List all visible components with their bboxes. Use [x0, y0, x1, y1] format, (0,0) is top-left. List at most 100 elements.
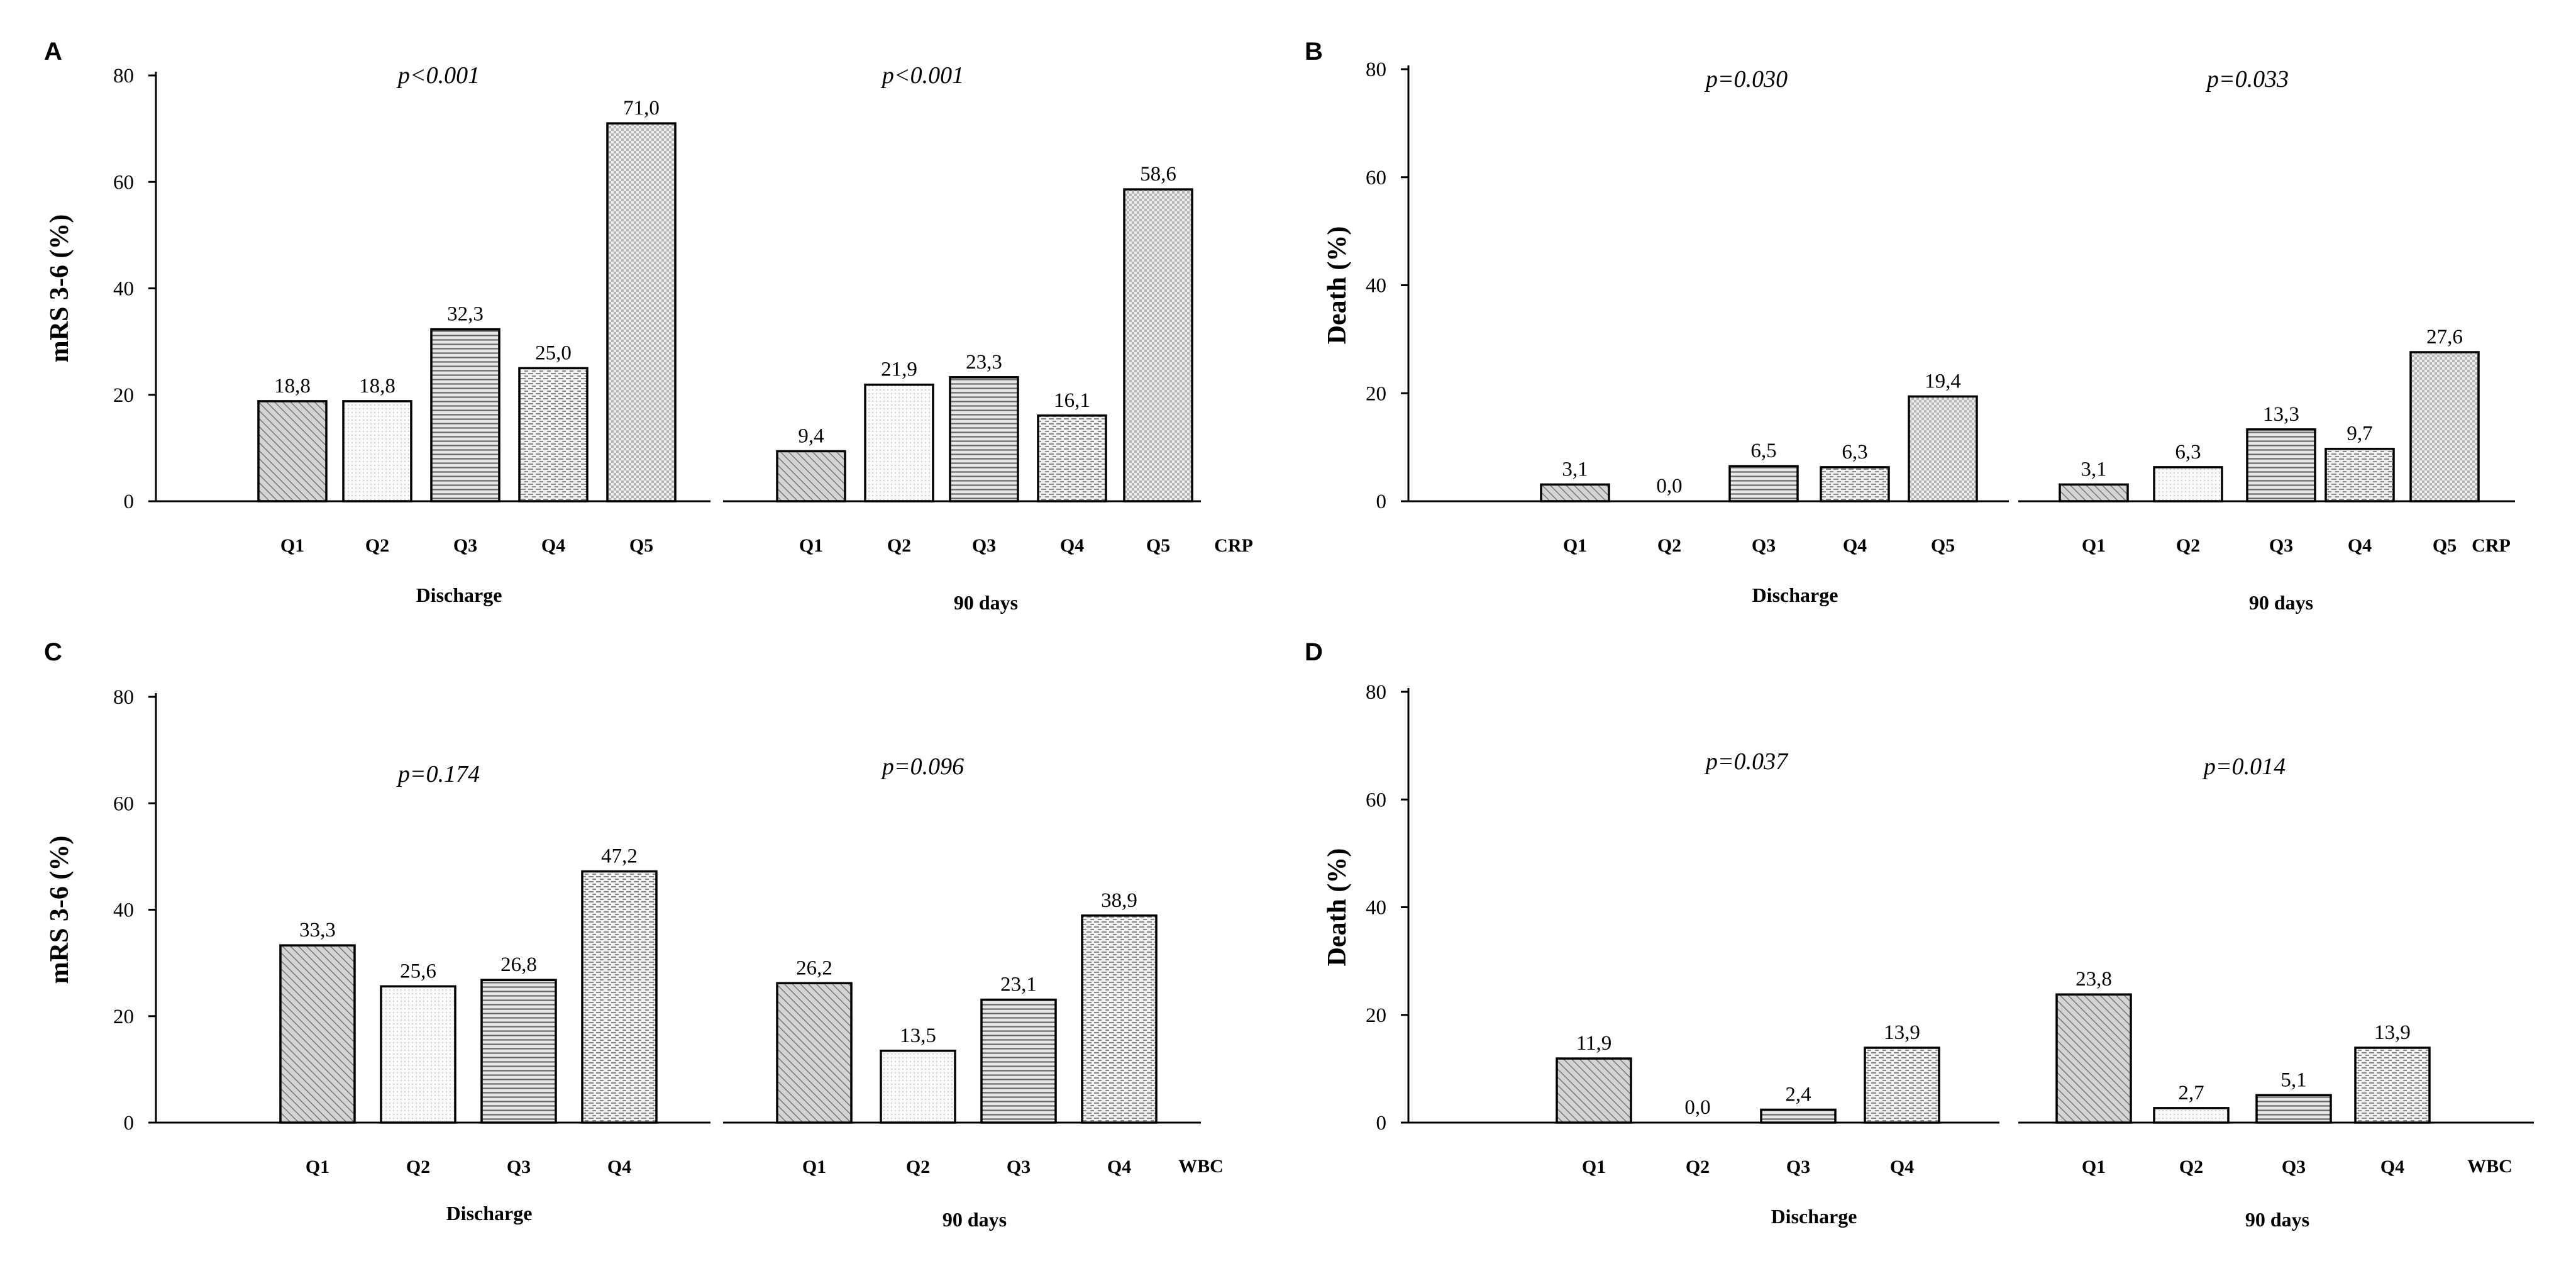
panel-b-group-discharge-bar-q5	[1908, 395, 1978, 503]
panel-b-group-90-days-value-label: 6,3	[2175, 441, 2201, 464]
panel-d-group-discharge-bar-q1	[1556, 1057, 1632, 1124]
panel-a-group-90-days-category-label: Q1	[799, 535, 823, 556]
panel-d-letter: D	[1305, 638, 1323, 666]
panel-b-group-discharge-label: Discharge	[1752, 584, 1838, 606]
panel-a-group-discharge-p-value: p<0.001	[396, 62, 480, 89]
panel-b-group-90-days-category-label: Q2	[2176, 535, 2200, 556]
panel-b-group-90-days-category-label: Q4	[2348, 535, 2372, 556]
panel-b-group-discharge-bar-q3	[1728, 465, 1799, 503]
panel-a-group-discharge-category-label: Q4	[541, 535, 565, 556]
panel-c-group-discharge-bar-q3	[480, 979, 557, 1124]
panel-a-group-90-days-bar-q3	[949, 376, 1019, 503]
panel-c-group-discharge-bar-q4	[581, 870, 658, 1124]
panel-d-group-discharge-value-label: 11,9	[1576, 1032, 1612, 1055]
panel-c-group-discharge-category-label: Q2	[406, 1157, 430, 1177]
panel-d-group-discharge-category-label: Q3	[1786, 1157, 1810, 1177]
panel-a-group-90-days-value-label: 21,9	[881, 358, 917, 381]
panel-d-y-tick-label: 40	[1366, 897, 1386, 919]
panel-a-group-discharge-category-label: Q1	[280, 535, 304, 556]
panel-d-y-tick-label: 20	[1366, 1004, 1386, 1027]
panel-c-y-tick-label: 0	[124, 1112, 135, 1135]
panel-b-group-discharge-value-label: 3,1	[1562, 458, 1588, 480]
panel-a-group-discharge-bar-q1	[257, 400, 328, 503]
panel-d-group-90-days-p-value: p=0.014	[2202, 753, 2286, 780]
panel-c-y-tick-label: 80	[113, 686, 134, 709]
panel-c-group-90-days-p-value: p=0.096	[880, 753, 964, 780]
panel-a-y-tick-label: 20	[113, 384, 134, 407]
panel-d-group-discharge-value-label: 0,0	[1684, 1096, 1710, 1119]
panel-c-group-90-days-bar-q2	[880, 1050, 956, 1124]
panel-d-group-90-days-category-label: Q2	[2179, 1157, 2203, 1177]
panel-b-group-90-days-value-label: 3,1	[2081, 458, 2106, 480]
panel-c-group-90-days-bar-q4	[1081, 914, 1158, 1124]
panel-d-variable-label: WBC	[2467, 1156, 2512, 1177]
panel-a-y-tick-label: 60	[113, 171, 134, 194]
panel-b-group-discharge-category-label: Q3	[1752, 535, 1776, 556]
panel-c-group-90-days-bar-q1	[776, 982, 853, 1124]
panel-c-group-90-days-category-label: Q4	[1107, 1157, 1131, 1177]
panel-b-group-90-days-category-label: Q5	[2433, 535, 2457, 556]
panel-c-variable-label: WBC	[1178, 1156, 1224, 1177]
panel-a-group-90-days-bar-q4	[1037, 414, 1107, 503]
panel-d-group-90-days-category-label: Q1	[2082, 1157, 2106, 1177]
panel-b-group-discharge-category-label: Q1	[1563, 535, 1587, 556]
panel-d-group-90-days-value-label: 23,8	[2076, 968, 2112, 991]
panel-b-y-tick-label: 60	[1366, 167, 1386, 189]
panel-c-group-discharge-bar-q2	[380, 985, 456, 1124]
panel-a-group-90-days-value-label: 16,1	[1054, 389, 1090, 412]
panel-d-group-discharge-category-label: Q2	[1686, 1157, 1710, 1177]
panel-b-group-discharge-category-label: Q5	[1931, 535, 1955, 556]
panel-d-group-90-days-bar-q4	[2354, 1047, 2431, 1124]
panel-a-group-discharge-value-label: 71,0	[623, 97, 660, 119]
panel-c-y-tick-label: 20	[113, 1006, 134, 1028]
panel-b-group-90-days-value-label: 13,3	[2263, 403, 2299, 426]
panel-c-group-discharge-label: Discharge	[446, 1202, 533, 1224]
panel-b: B Death (%) 0 20 40 60 80 p=0.030 3,1 Q1 0,0 Q2 6,5 Q…	[1305, 38, 2515, 614]
panel-b-group-discharge-category-label: Q2	[1657, 535, 1681, 556]
panel-d-group-discharge-category-label: Q1	[1582, 1157, 1606, 1177]
panel-d-group-90-days-category-label: Q3	[2282, 1157, 2306, 1177]
panel-c-group-90-days-bar-q3	[980, 998, 1057, 1124]
panel-b-letter: B	[1305, 38, 1323, 65]
panel-d: D Death (%) 0 20 40 60 80 p=0.037 11,9 Q1 0,0 Q2 2,4…	[1305, 638, 2534, 1231]
panel-d-group-90-days-value-label: 2,7	[2178, 1082, 2204, 1104]
panel-a-group-discharge-category-label: Q5	[629, 535, 653, 556]
panel-d-y-axis-label: Death (%)	[1323, 848, 1352, 967]
panel-c-group-discharge: p=0.174 33,3 Q1 25,6 Q2 26,8 Q3 47,2 Q4 Discharge	[156, 761, 710, 1224]
panel-a-group-discharge-bar-q2	[342, 400, 412, 503]
panel-c-group-90-days-value-label: 13,5	[900, 1024, 936, 1047]
panel-c-letter: C	[44, 638, 62, 666]
panel-d-group-discharge-bar-q4	[1864, 1047, 1940, 1124]
panel-d-group-90-days-value-label: 13,9	[2374, 1021, 2411, 1044]
panel-c-group-90-days: p=0.096 26,2 Q1 13,5 Q2 23,1 Q3 38,9 Q4 90 days	[723, 753, 1201, 1231]
panel-a-group-90-days-value-label: 23,3	[966, 351, 1002, 374]
panel-c-group-90-days-label: 90 days	[943, 1208, 1007, 1231]
panel-a-group-discharge-value-label: 18,8	[359, 375, 395, 397]
panel-d-group-90-days-label: 90 days	[2245, 1208, 2309, 1231]
panel-b-y-tick-label: 80	[1366, 58, 1386, 81]
panel-b-group-discharge-value-label: 6,3	[1842, 441, 1867, 464]
panel-b-group-discharge-bar-q1	[1540, 483, 1610, 503]
panel-c-group-discharge-value-label: 33,3	[299, 919, 336, 941]
panel-b-group-90-days-category-label: Q1	[2082, 535, 2106, 556]
panel-b-group-90-days-bar-q5	[2409, 351, 2480, 503]
panel-c-group-90-days-value-label: 23,1	[1000, 974, 1037, 996]
panel-d-group-discharge-value-label: 13,9	[1884, 1021, 1920, 1044]
panel-a-group-90-days-category-label: Q5	[1146, 535, 1170, 556]
panel-b-group-discharge-p-value: p=0.030	[1704, 66, 1788, 92]
panel-b-y-axis-label: Death (%)	[1323, 226, 1352, 345]
panel-c-group-discharge-category-label: Q3	[507, 1157, 531, 1177]
panel-b-group-90-days-bar-q2	[2153, 466, 2223, 503]
panel-b-group-discharge-value-label: 0,0	[1656, 475, 1682, 497]
panel-c-group-90-days-category-label: Q3	[1007, 1157, 1031, 1177]
panel-c-group-90-days-value-label: 26,2	[796, 957, 832, 979]
panel-b-group-90-days-bar-q1	[2059, 483, 2129, 503]
panel-b-variable-label: CRP	[2472, 535, 2511, 556]
panel-a-group-90-days-value-label: 9,4	[798, 425, 824, 447]
panel-d-group-discharge-bar-q3	[1760, 1108, 1837, 1124]
panel-a-group-discharge-bar-q3	[430, 328, 500, 503]
panel-a-group-discharge: p<0.001 18,8 Q1 18,8 Q2 32,3 Q3 25,0 Q4 71,0 Q5 Dis…	[156, 62, 710, 606]
panel-a-group-discharge-value-label: 25,0	[535, 341, 572, 364]
